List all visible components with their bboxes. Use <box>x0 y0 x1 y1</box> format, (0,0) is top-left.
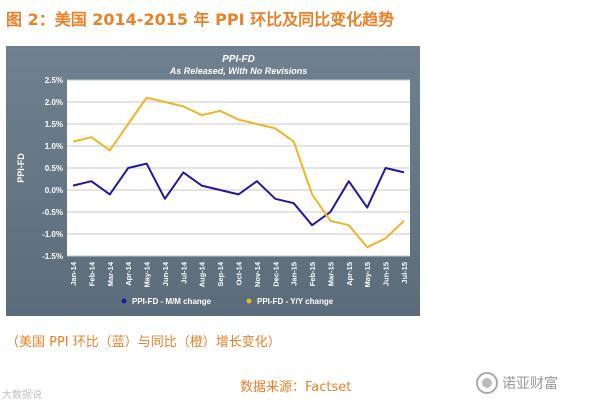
x-tick-label: May-15 <box>363 262 372 287</box>
x-tick-label: Sep-14 <box>216 261 225 286</box>
chart-title: PPI-FD <box>222 54 255 65</box>
x-tick-label: Jul-14 <box>179 261 188 284</box>
y-tick-label: 2.0% <box>45 98 63 107</box>
x-tick-label: Feb-14 <box>87 261 96 286</box>
y-tick-label: 1.5% <box>45 120 63 129</box>
legend-marker <box>246 298 252 304</box>
legend-label: PPI-FD - Y/Y change <box>257 297 334 306</box>
watermark-right-label: 诺亚财富 <box>502 376 558 392</box>
x-tick-label: Jun-15 <box>382 262 391 286</box>
y-tick-label: -1.5% <box>42 252 63 261</box>
chat-bubble-icon <box>476 372 498 394</box>
x-tick-label: Oct-14 <box>235 261 244 285</box>
x-tick-label: Jun-14 <box>161 261 170 286</box>
x-tick-label: Apr-15 <box>345 262 354 286</box>
x-tick-label: Jan-14 <box>69 261 78 286</box>
y-tick-label: -1.0% <box>42 230 63 239</box>
x-tick-label: Mar-14 <box>106 261 115 286</box>
x-tick-label: Apr-14 <box>124 261 133 286</box>
y-tick-label: 2.5% <box>45 76 63 85</box>
x-tick-label: Feb-15 <box>308 262 317 286</box>
y-tick-label: 1.0% <box>45 142 63 151</box>
legend-label: PPI-FD - M/M change <box>132 297 212 306</box>
x-tick-label: Jan-15 <box>290 262 299 286</box>
y-tick-label: -0.5% <box>42 208 63 217</box>
series-line-yy <box>72 96 405 249</box>
x-tick-label: Mar-15 <box>326 262 335 286</box>
x-tick-label: May-14 <box>143 261 152 287</box>
series-line-mm <box>72 162 405 227</box>
watermark-right: 诺亚财富 <box>476 370 588 396</box>
x-tick-label: Nov-14 <box>253 261 262 287</box>
watermark-left: 大数据说 <box>2 390 42 401</box>
x-tick-label: Jul-15 <box>400 262 409 284</box>
legend-marker <box>121 298 127 304</box>
page-headline: 图 2：美国 2014-2015 年 PPI 环比及同比变化趋势 <box>6 10 395 29</box>
chart-panel: PPI-FD As Released, With No Revisions 2.5%… <box>6 46 420 316</box>
x-tick-label: Aug-14 <box>198 261 207 287</box>
y-tick-label: 0.5% <box>45 164 63 173</box>
data-source: 数据来源：Factset <box>240 380 352 395</box>
chart-caption: （美国 PPI 环比（蓝）与同比（橙）增长变化） <box>6 335 281 350</box>
y-tick-label: 0.0% <box>45 186 63 195</box>
y-axis-label: PPI-FD <box>16 153 26 183</box>
x-tick-label: Dec-14 <box>271 261 280 286</box>
chart-subtitle: As Released, With No Revisions <box>169 66 307 76</box>
